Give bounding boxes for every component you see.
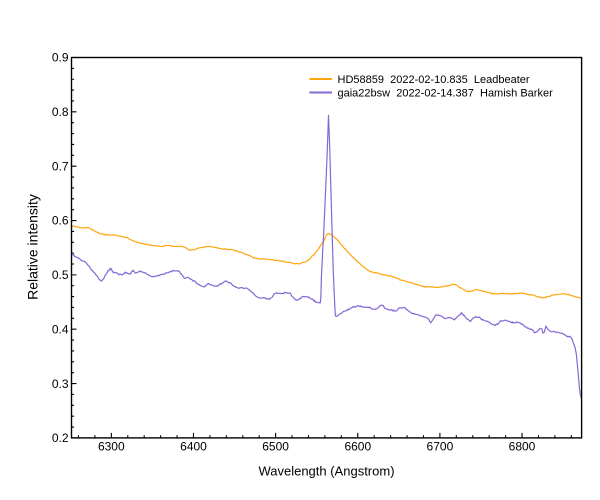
svg-text:6600: 6600 bbox=[344, 440, 371, 454]
svg-text:0.2: 0.2 bbox=[52, 431, 69, 445]
svg-text:6500: 6500 bbox=[262, 440, 289, 454]
svg-text:Relative intensity: Relative intensity bbox=[25, 194, 41, 300]
svg-text:6700: 6700 bbox=[427, 440, 454, 454]
svg-text:6400: 6400 bbox=[180, 440, 207, 454]
svg-text:0.3: 0.3 bbox=[52, 377, 69, 391]
svg-text:0.4: 0.4 bbox=[52, 322, 69, 336]
svg-text:0.8: 0.8 bbox=[52, 105, 69, 119]
svg-text:Wavelength (Angstrom): Wavelength (Angstrom) bbox=[258, 464, 394, 479]
svg-text:HD58859 2022-02-10.835 Leadb: HD58859 2022-02-10.835 Leadbeater bbox=[338, 74, 530, 86]
svg-text:0.6: 0.6 bbox=[52, 214, 69, 228]
svg-text:0.9: 0.9 bbox=[52, 51, 69, 65]
svg-text:6800: 6800 bbox=[509, 440, 536, 454]
svg-text:0.7: 0.7 bbox=[52, 159, 69, 173]
svg-text:6300: 6300 bbox=[98, 440, 125, 454]
svg-text:gaia22bsw 2022-02-14.387 Ham: gaia22bsw 2022-02-14.387 Hamish Barker bbox=[338, 88, 554, 100]
svg-text:0.5: 0.5 bbox=[52, 268, 69, 282]
